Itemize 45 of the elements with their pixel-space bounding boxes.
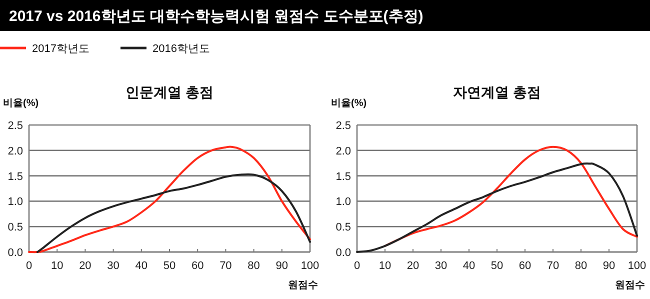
line-series [36, 173, 311, 253]
y-tick-label: 1.5 [8, 170, 23, 183]
x-tick-label: 30 [107, 260, 120, 272]
x-tick-label: 50 [163, 260, 176, 272]
x-tick-label: 70 [546, 260, 560, 272]
x-axis-title: 원점수 [615, 280, 645, 291]
y-tick-label: 1.0 [336, 196, 351, 208]
x-tick-label: 90 [602, 260, 616, 272]
x-tick-label: 90 [276, 260, 288, 272]
y-tick-label: 2.0 [336, 145, 351, 158]
x-tick-label: 100 [300, 260, 320, 272]
x-tick-label: 20 [79, 260, 92, 272]
x-tick-label: 100 [628, 260, 646, 272]
y-tick-label: 1.5 [336, 170, 351, 183]
x-tick-label: 70 [220, 260, 232, 272]
x-tick-label: 0 [26, 260, 32, 272]
chart-title: 인문계열 총점 [126, 84, 214, 100]
x-tick-label: 80 [248, 260, 260, 272]
y-tick-label: 0.5 [8, 222, 23, 234]
y-tick-label: 0.0 [8, 247, 23, 259]
y-tick-label: 0.0 [336, 247, 351, 259]
x-tick-label: 60 [518, 260, 532, 272]
x-tick-label: 50 [490, 260, 504, 272]
line-series [384, 146, 638, 247]
legend-label: 2016학년도 [152, 43, 210, 55]
legend-label: 2017학년도 [32, 43, 90, 55]
x-tick-label: 80 [574, 260, 588, 272]
y-tick-label: 2.5 [336, 120, 351, 132]
x-tick-label: 20 [406, 260, 420, 272]
y-tick-label: 1.0 [8, 196, 23, 208]
x-tick-label: 40 [135, 260, 148, 272]
chart-title: 자연계열 총점 [453, 84, 541, 100]
y-tick-label: 2.5 [8, 120, 23, 132]
x-axis-title: 원점수 [288, 280, 318, 291]
text: 2017 vs 2016학년도 대학수학능력시험 원점수 도수분포(추정) [9, 8, 424, 25]
x-tick-label: 30 [434, 260, 448, 272]
x-tick-label: 60 [191, 260, 204, 272]
y-tick-label: 2.0 [8, 145, 23, 158]
y-axis-title: 비율(%) [331, 98, 367, 109]
x-tick-label: 10 [50, 260, 64, 272]
x-tick-label: 40 [462, 260, 476, 272]
x-tick-label: 0 [354, 260, 360, 272]
y-axis-title: 비율(%) [3, 98, 39, 109]
x-tick-label: 10 [378, 260, 392, 272]
y-tick-label: 0.5 [336, 222, 351, 234]
